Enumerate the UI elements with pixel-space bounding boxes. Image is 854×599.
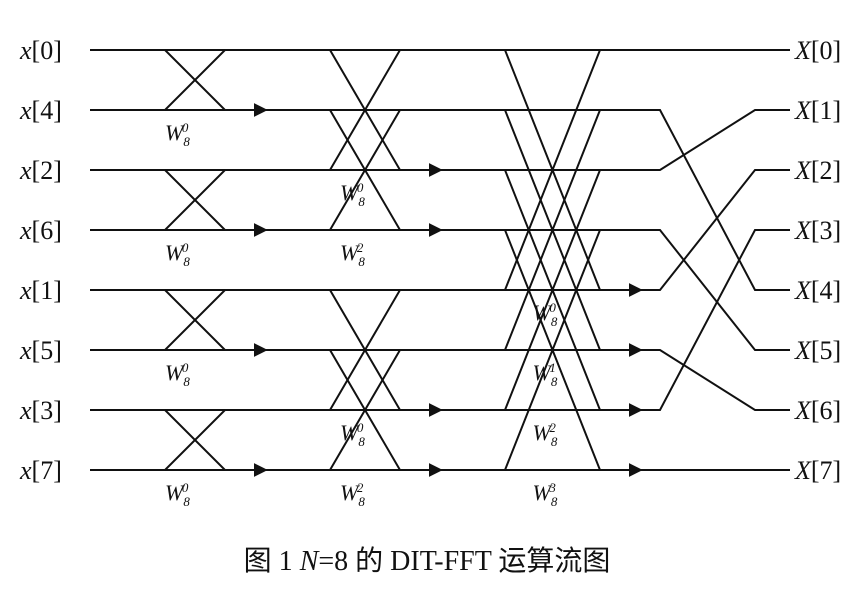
input-label: x[1]	[19, 276, 62, 305]
figure-caption: 图 1 N=8 的 DIT-FFT 运算流图	[244, 545, 611, 577]
weight-stage3: W80	[533, 300, 558, 329]
weight-stage3: W83	[533, 480, 558, 509]
edge	[640, 230, 790, 410]
edges-group	[90, 50, 790, 470]
output-label: X[4]	[794, 276, 841, 305]
edge	[640, 110, 790, 170]
weight-stage2: W80	[340, 180, 365, 209]
weight-stage3: W82	[533, 420, 558, 449]
input-label: x[0]	[19, 36, 62, 65]
output-label: X[6]	[794, 396, 841, 425]
input-label: x[5]	[19, 336, 62, 365]
input-label: x[3]	[19, 396, 62, 425]
weight-stage1: W80	[165, 480, 190, 509]
input-label: x[7]	[19, 456, 62, 485]
input-label: x[4]	[19, 96, 62, 125]
input-label: x[6]	[19, 216, 62, 245]
output-label: X[2]	[794, 156, 841, 185]
labels-group: x[0] x[4] x[2] x[6] x[1] x[5] x[3] x[7] X[0] X[1]…	[19, 36, 841, 577]
weight-stage2: W82	[340, 480, 365, 509]
output-label: X[7]	[794, 456, 841, 485]
weight-stage3: W81	[533, 360, 558, 389]
edge	[90, 50, 265, 110]
weight-stage1: W80	[165, 120, 190, 149]
input-label: x[2]	[19, 156, 62, 185]
weight-stage1: W80	[165, 360, 190, 389]
weight-stage1: W80	[165, 240, 190, 269]
edge	[90, 170, 265, 230]
edge	[90, 170, 265, 230]
output-label: X[0]	[794, 36, 841, 65]
weight-stage2: W82	[340, 240, 365, 269]
fft-diagram: x[0] x[4] x[2] x[6] x[1] x[5] x[3] x[7] X[0] X[1]…	[0, 0, 854, 599]
edge	[640, 110, 790, 290]
output-label: X[5]	[794, 336, 841, 365]
edge	[90, 290, 265, 350]
output-label: X[1]	[794, 96, 841, 125]
output-label: X[3]	[794, 216, 841, 245]
edge	[90, 290, 265, 350]
edge	[90, 410, 265, 470]
weight-stage2: W80	[340, 420, 365, 449]
edge	[90, 410, 265, 470]
edge	[640, 350, 790, 410]
edge	[90, 50, 265, 110]
